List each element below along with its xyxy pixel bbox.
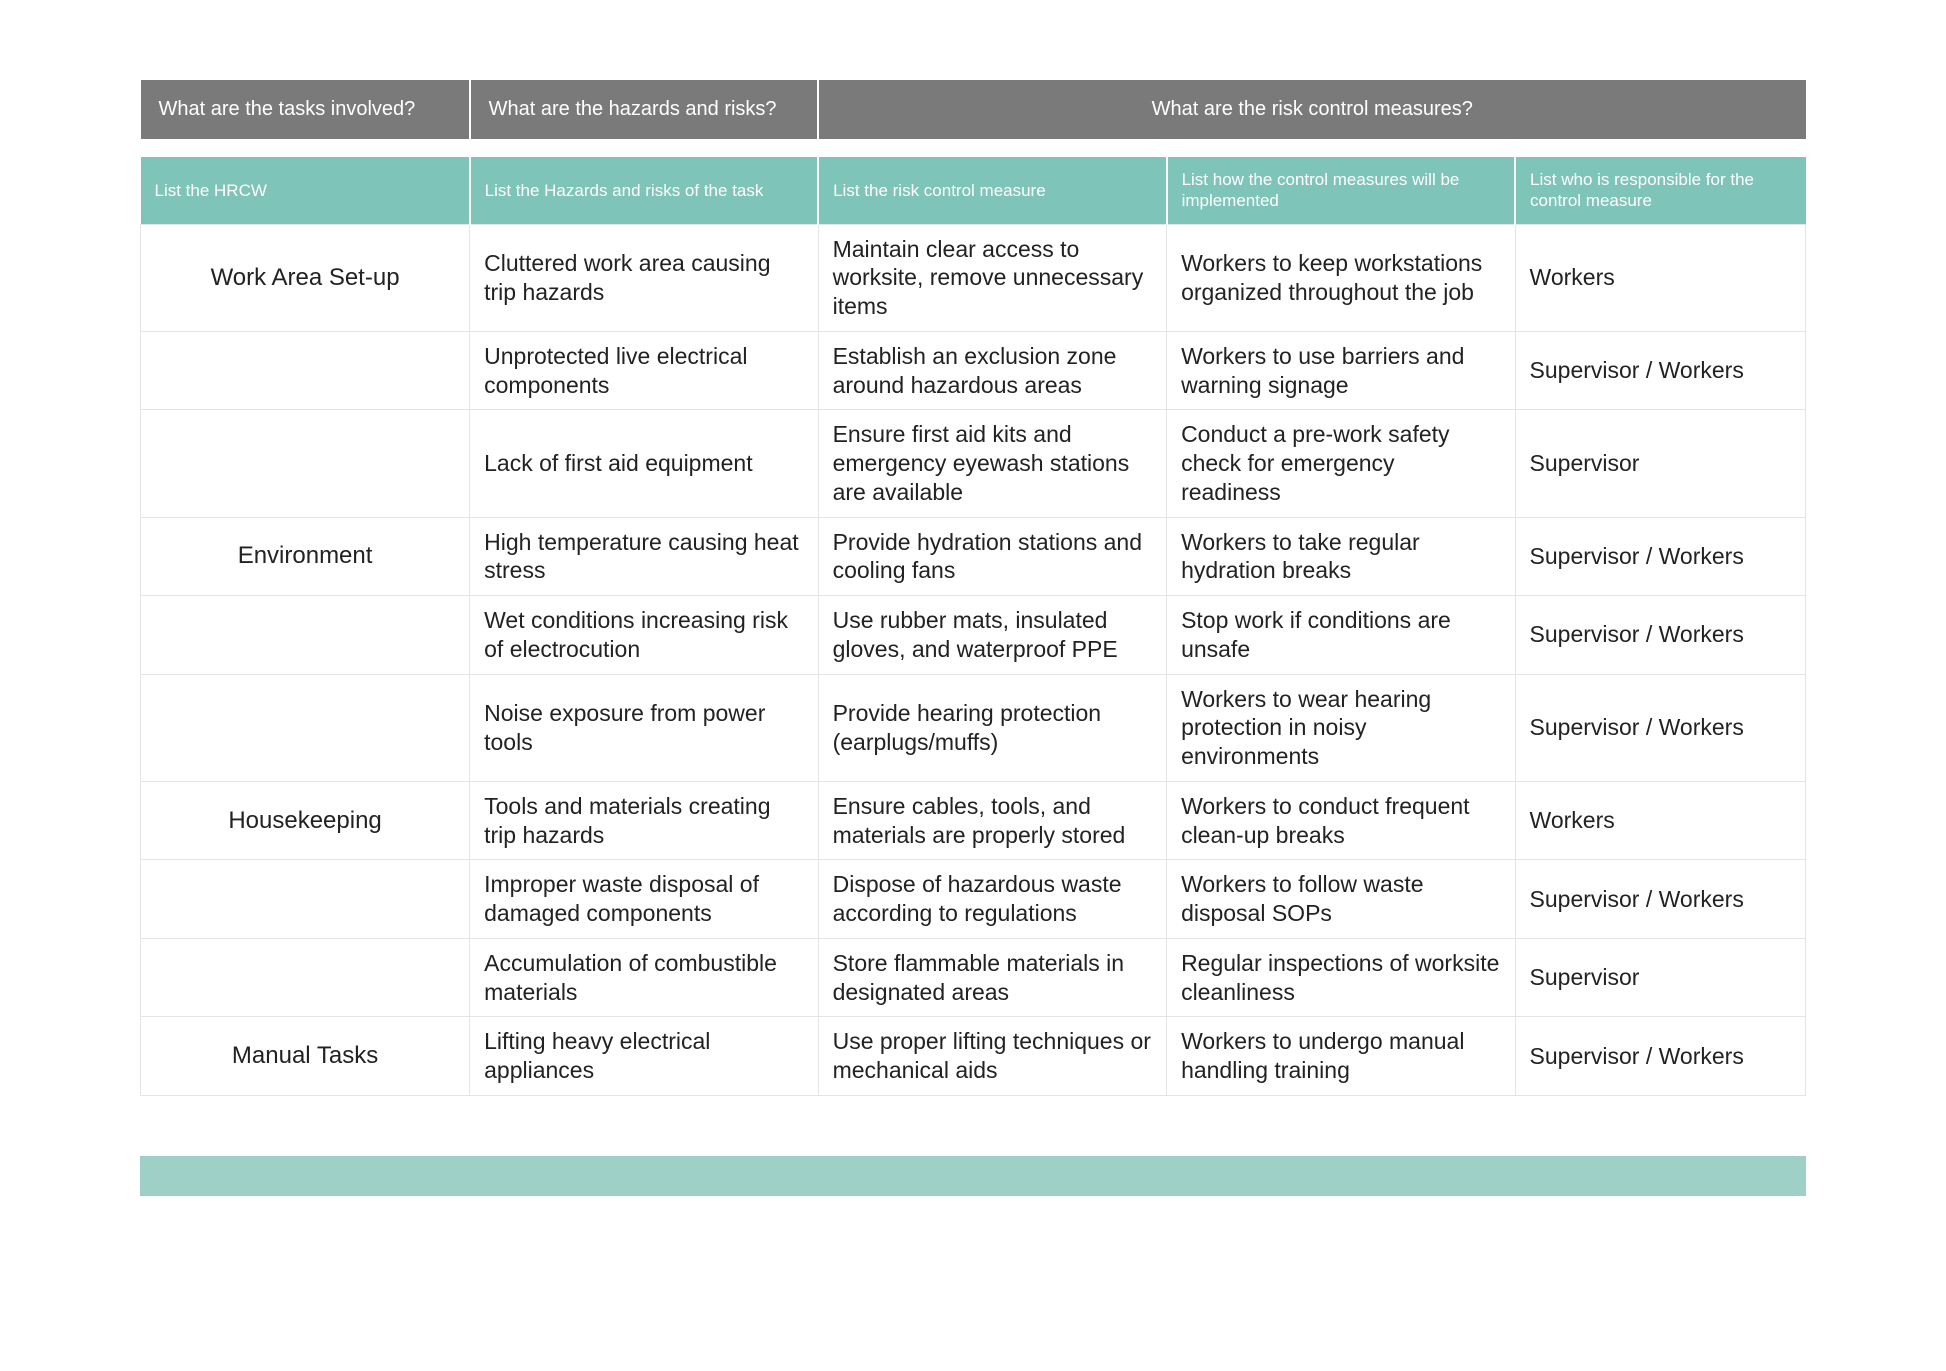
cell-task [141,331,470,410]
cell-hazard: Wet conditions increasing risk of electr… [470,596,818,675]
table-row: Noise exposure from power toolsProvide h… [141,674,1806,781]
table-row: Work Area Set-upCluttered work area caus… [141,224,1806,331]
cell-hazard: Accumulation of combustible materials [470,938,818,1017]
cell-task [141,860,470,939]
cell-implement: Workers to conduct frequent clean-up bre… [1167,781,1515,860]
cell-hazard: High temperature causing heat stress [470,517,818,596]
cell-responsible: Workers [1515,781,1805,860]
cell-task [141,938,470,1017]
cell-responsible: Supervisor / Workers [1515,674,1805,781]
cell-responsible: Supervisor [1515,410,1805,517]
cell-implement: Workers to use barriers and warning sign… [1167,331,1515,410]
cell-hazard: Lifting heavy electrical appliances [470,1017,818,1096]
cell-hazard: Unprotected live electrical components [470,331,818,410]
cell-responsible: Supervisor / Workers [1515,596,1805,675]
cell-task [141,410,470,517]
table-row: Unprotected live electrical componentsEs… [141,331,1806,410]
cell-hazard: Cluttered work area causing trip hazards [470,224,818,331]
cell-responsible: Supervisor / Workers [1515,331,1805,410]
table-body: Work Area Set-upCluttered work area caus… [141,224,1806,1095]
cell-responsible: Workers [1515,224,1805,331]
cell-hazard: Tools and materials creating trip hazard… [470,781,818,860]
cell-implement: Conduct a pre-work safety check for emer… [1167,410,1515,517]
cell-implement: Workers to keep workstations organized t… [1167,224,1515,331]
cell-task: Housekeeping [141,781,470,860]
cell-control: Provide hydration stations and cooling f… [818,517,1166,596]
sub-header-hrcw: List the HRCW [141,157,470,224]
table-row: Wet conditions increasing risk of electr… [141,596,1806,675]
table-row: Lack of first aid equipmentEnsure first … [141,410,1806,517]
cell-control: Establish an exclusion zone around hazar… [818,331,1166,410]
cell-control: Use rubber mats, insulated gloves, and w… [818,596,1166,675]
table-row: Accumulation of combustible materialsSto… [141,938,1806,1017]
cell-implement: Workers to wear hearing protection in no… [1167,674,1515,781]
cell-responsible: Supervisor [1515,938,1805,1017]
cell-implement: Stop work if conditions are unsafe [1167,596,1515,675]
cell-control: Store flammable materials in designated … [818,938,1166,1017]
cell-implement: Workers to take regular hydration breaks [1167,517,1515,596]
top-header-controls: What are the risk control measures? [818,80,1805,139]
cell-control: Ensure first aid kits and emergency eyew… [818,410,1166,517]
page: What are the tasks involved? What are th… [0,0,1946,1236]
cell-control: Use proper lifting techniques or mechani… [818,1017,1166,1096]
sub-header-responsible: List who is responsible for the control … [1515,157,1805,224]
top-header-table: What are the tasks involved? What are th… [140,80,1806,1096]
footer-bar [140,1156,1806,1196]
header-gap [141,139,1806,157]
cell-implement: Workers to undergo manual handling train… [1167,1017,1515,1096]
cell-hazard: Lack of first aid equipment [470,410,818,517]
cell-hazard: Noise exposure from power tools [470,674,818,781]
cell-responsible: Supervisor / Workers [1515,1017,1805,1096]
cell-task: Work Area Set-up [141,224,470,331]
sub-header-control: List the risk control measure [818,157,1166,224]
cell-implement: Regular inspections of worksite cleanlin… [1167,938,1515,1017]
cell-control: Maintain clear access to worksite, remov… [818,224,1166,331]
cell-task: Manual Tasks [141,1017,470,1096]
cell-task: Environment [141,517,470,596]
cell-implement: Workers to follow waste disposal SOPs [1167,860,1515,939]
cell-hazard: Improper waste disposal of damaged compo… [470,860,818,939]
cell-responsible: Supervisor / Workers [1515,517,1805,596]
table-row: HousekeepingTools and materials creating… [141,781,1806,860]
top-header-tasks: What are the tasks involved? [141,80,470,139]
cell-control: Provide hearing protection (earplugs/muf… [818,674,1166,781]
top-header-hazards: What are the hazards and risks? [470,80,818,139]
cell-responsible: Supervisor / Workers [1515,860,1805,939]
sub-header-hazards: List the Hazards and risks of the task [470,157,818,224]
cell-control: Dispose of hazardous waste according to … [818,860,1166,939]
cell-control: Ensure cables, tools, and materials are … [818,781,1166,860]
table-row: EnvironmentHigh temperature causing heat… [141,517,1806,596]
top-header-row: What are the tasks involved? What are th… [141,80,1806,139]
cell-task [141,674,470,781]
table-row: Manual TasksLifting heavy electrical app… [141,1017,1806,1096]
cell-task [141,596,470,675]
table-row: Improper waste disposal of damaged compo… [141,860,1806,939]
sub-header-row: List the HRCW List the Hazards and risks… [141,157,1806,224]
sub-header-implement: List how the control measures will be im… [1167,157,1515,224]
